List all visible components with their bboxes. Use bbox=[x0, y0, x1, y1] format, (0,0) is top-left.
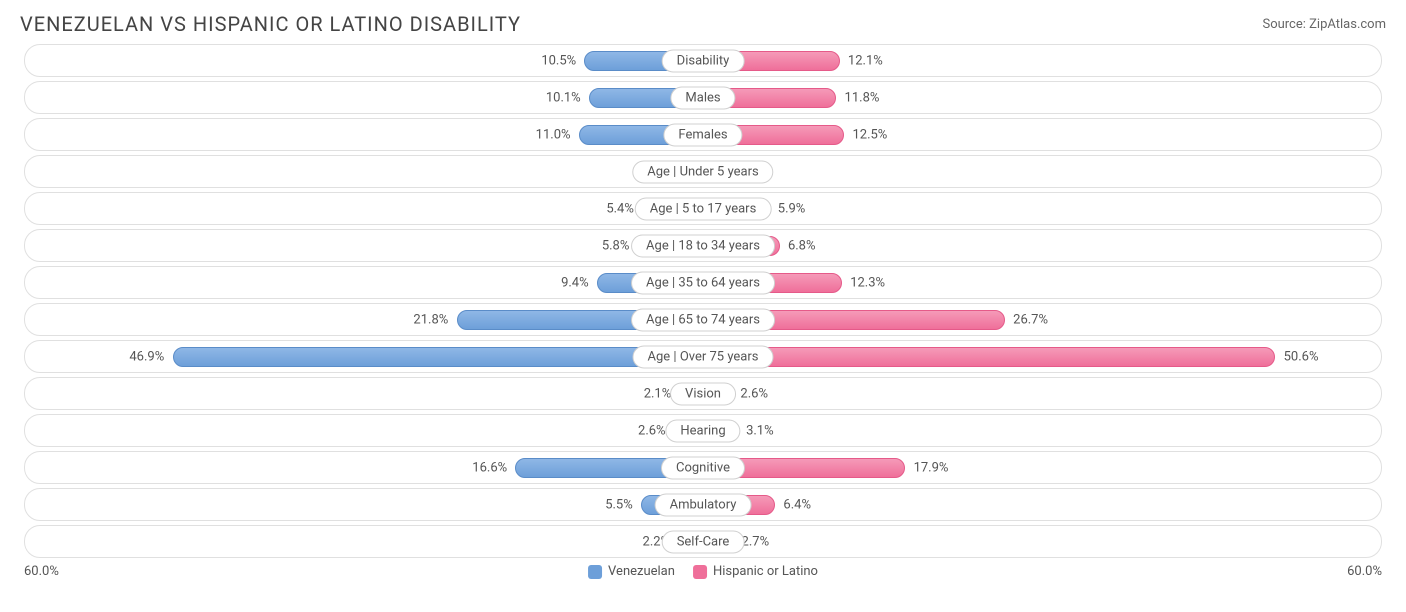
value-right: 2.6% bbox=[740, 386, 768, 401]
axis-max-right: 60.0% bbox=[1347, 564, 1382, 579]
axis-max-left: 60.0% bbox=[24, 564, 59, 579]
value-left: 5.5% bbox=[605, 497, 633, 512]
category-label: Age | 5 to 17 years bbox=[635, 197, 772, 220]
value-left: 2.1% bbox=[644, 386, 672, 401]
value-right: 3.1% bbox=[746, 423, 774, 438]
category-label: Age | Under 5 years bbox=[632, 160, 773, 183]
chart-row: 2.2%2.7%Self-Care bbox=[24, 525, 1382, 558]
bar-left bbox=[173, 347, 703, 367]
category-label: Age | 35 to 64 years bbox=[631, 271, 775, 294]
chart-row: 11.0% 12.5% Females bbox=[24, 118, 1382, 151]
value-left: 5.4% bbox=[606, 201, 634, 216]
value-right: 11.8% bbox=[845, 90, 880, 105]
chart-title: VENEZUELAN VS HISPANIC OR LATINO DISABIL… bbox=[20, 12, 521, 36]
value-right: 17.9% bbox=[914, 460, 949, 475]
legend-swatch-left bbox=[588, 565, 602, 579]
legend-item-right: Hispanic or Latino bbox=[693, 564, 818, 579]
chart-row: 46.9% 50.6% Age | Over 75 years bbox=[24, 340, 1382, 373]
chart-row: 10.5% 12.1% Disability bbox=[24, 44, 1382, 77]
legend: Venezuelan Hispanic or Latino bbox=[588, 564, 818, 579]
value-right: 2.7% bbox=[742, 534, 770, 549]
value-left: 11.0% bbox=[536, 127, 571, 142]
chart-row: 16.6% 17.9% Cognitive bbox=[24, 451, 1382, 484]
category-label: Age | 18 to 34 years bbox=[631, 234, 775, 257]
value-left: 5.8% bbox=[602, 238, 630, 253]
category-label: Hearing bbox=[665, 419, 740, 442]
chart-row: 5.5% 6.4% Ambulatory bbox=[24, 488, 1382, 521]
value-left: 46.9% bbox=[129, 349, 164, 364]
chart-row: 5.4% 5.9% Age | 5 to 17 years bbox=[24, 192, 1382, 225]
category-label: Disability bbox=[662, 49, 745, 72]
category-label: Females bbox=[663, 123, 742, 146]
value-right: 5.9% bbox=[778, 201, 806, 216]
value-left: 2.6% bbox=[638, 423, 666, 438]
value-right: 12.5% bbox=[852, 127, 887, 142]
chart-source: Source: ZipAtlas.com bbox=[1262, 17, 1386, 32]
category-label: Cognitive bbox=[661, 456, 745, 479]
value-left: 10.1% bbox=[546, 90, 581, 105]
value-right: 6.4% bbox=[783, 497, 811, 512]
chart-row: 2.6% 3.1% Hearing bbox=[24, 414, 1382, 447]
butterfly-chart: 10.5% 12.1% Disability 10.1% 11.8% Males 11.0%… bbox=[0, 44, 1406, 558]
value-left: 10.5% bbox=[541, 53, 576, 68]
value-right: 12.3% bbox=[850, 275, 885, 290]
legend-label-left: Venezuelan bbox=[608, 564, 675, 579]
value-right: 6.8% bbox=[788, 238, 816, 253]
legend-label-right: Hispanic or Latino bbox=[713, 564, 818, 579]
category-label: Vision bbox=[670, 382, 736, 405]
chart-row: 21.8% 26.7% Age | 65 to 74 years bbox=[24, 303, 1382, 336]
category-label: Ambulatory bbox=[655, 493, 752, 516]
value-left: 16.6% bbox=[472, 460, 507, 475]
chart-header: VENEZUELAN VS HISPANIC OR LATINO DISABIL… bbox=[0, 0, 1406, 44]
chart-row: 9.4% 12.3% Age | 35 to 64 years bbox=[24, 266, 1382, 299]
value-right: 50.6% bbox=[1284, 349, 1319, 364]
chart-row: 1.2%1.3%Age | Under 5 years bbox=[24, 155, 1382, 188]
value-right: 26.7% bbox=[1013, 312, 1048, 327]
category-label: Age | Over 75 years bbox=[633, 345, 774, 368]
chart-row: 5.8% 6.8% Age | 18 to 34 years bbox=[24, 229, 1382, 262]
value-right: 12.1% bbox=[848, 53, 883, 68]
bar-right bbox=[703, 347, 1275, 367]
category-label: Age | 65 to 74 years bbox=[631, 308, 775, 331]
value-left: 21.8% bbox=[413, 312, 448, 327]
chart-row: 2.1% 2.6% Vision bbox=[24, 377, 1382, 410]
legend-item-left: Venezuelan bbox=[588, 564, 675, 579]
legend-swatch-right bbox=[693, 565, 707, 579]
value-left: 9.4% bbox=[561, 275, 589, 290]
category-label: Self-Care bbox=[662, 530, 745, 553]
category-label: Males bbox=[670, 86, 735, 109]
chart-row: 10.1% 11.8% Males bbox=[24, 81, 1382, 114]
chart-footer: 60.0% Venezuelan Hispanic or Latino 60.0… bbox=[0, 564, 1406, 579]
